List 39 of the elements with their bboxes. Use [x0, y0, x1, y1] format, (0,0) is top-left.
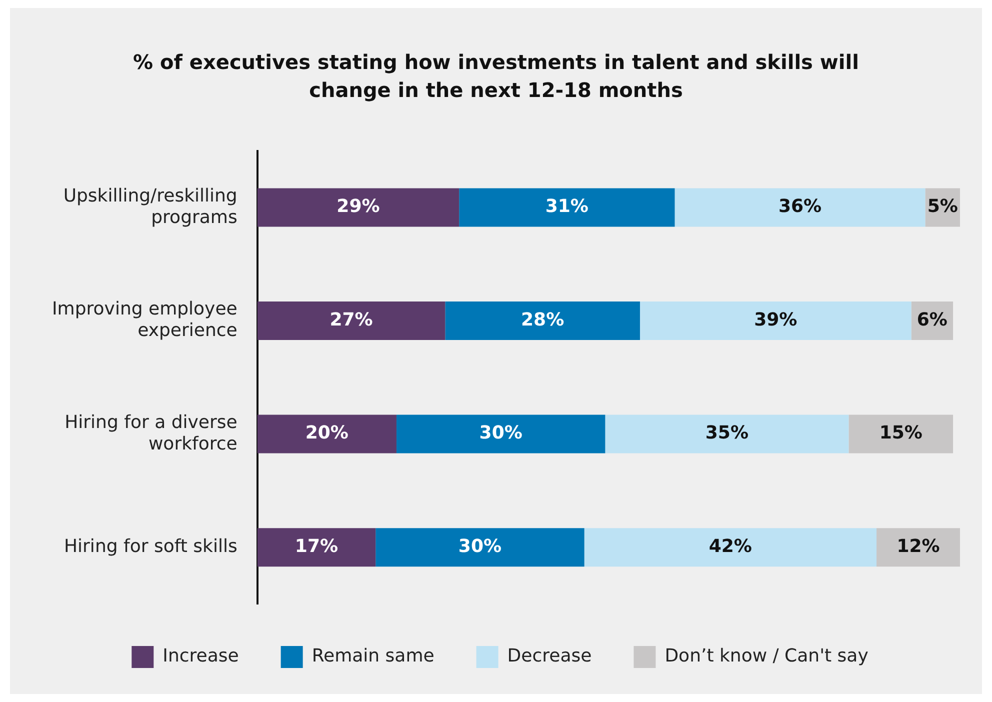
data-label: 27%	[330, 309, 373, 330]
data-label: 30%	[458, 536, 502, 558]
legend-label: Don’t know / Can't say	[664, 646, 869, 667]
y-tick-label: Hiring for a diverse workforce	[64, 412, 238, 455]
bar	[584, 528, 877, 567]
data-label: 12%	[896, 536, 940, 558]
data-label: 29%	[336, 196, 380, 218]
bar	[640, 301, 912, 340]
data-label: 39%	[754, 309, 798, 330]
data-label: 20%	[305, 422, 348, 444]
legend-label: Decrease	[507, 646, 592, 667]
chart-title: % of executives stating how investments in talent and skills will change in the next 12-18 months	[132, 49, 860, 104]
data-label: 36%	[778, 196, 822, 218]
bar	[876, 528, 960, 567]
legend-label: Increase	[162, 646, 239, 667]
bar	[674, 188, 926, 227]
data-label: 31%	[545, 196, 588, 218]
y-tick-label: Improving employee experience	[52, 298, 238, 342]
bar	[257, 301, 446, 340]
bar	[257, 188, 460, 227]
data-label: 17%	[294, 536, 338, 558]
data-label: 30%	[479, 422, 522, 444]
bar	[396, 414, 606, 454]
data-label: 42%	[708, 536, 752, 558]
y-tick-label: Upskilling/reskilling programs	[63, 185, 238, 228]
bar	[605, 414, 849, 454]
data-label: 5%	[927, 196, 958, 218]
legend-label: Remain same	[312, 646, 434, 667]
bar	[257, 528, 376, 567]
bar	[459, 188, 675, 227]
data-label: 28%	[521, 309, 564, 330]
y-tick-label: Hiring for soft skills	[64, 536, 238, 558]
bar	[257, 414, 396, 454]
bar	[376, 528, 584, 567]
bar	[445, 301, 640, 340]
bar	[848, 414, 954, 454]
data-label: 6%	[916, 309, 948, 330]
data-label: 35%	[705, 422, 748, 444]
data-label: 15%	[879, 422, 922, 444]
